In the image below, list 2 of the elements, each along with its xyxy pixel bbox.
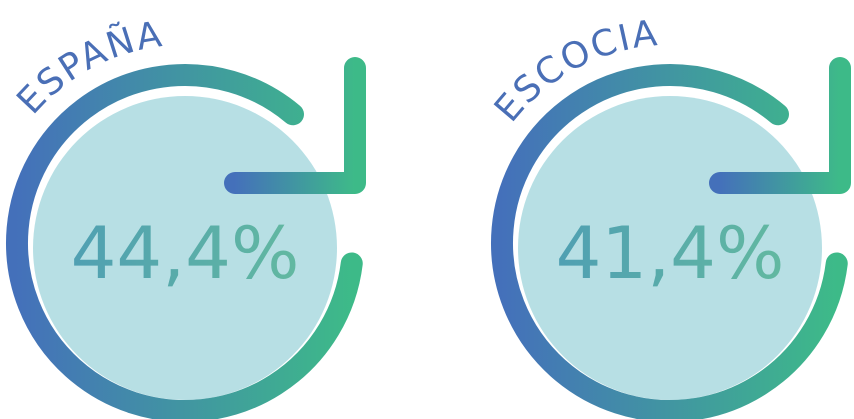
data-label: 41,4%	[556, 211, 784, 295]
data-label: 44,4%	[70, 211, 300, 295]
